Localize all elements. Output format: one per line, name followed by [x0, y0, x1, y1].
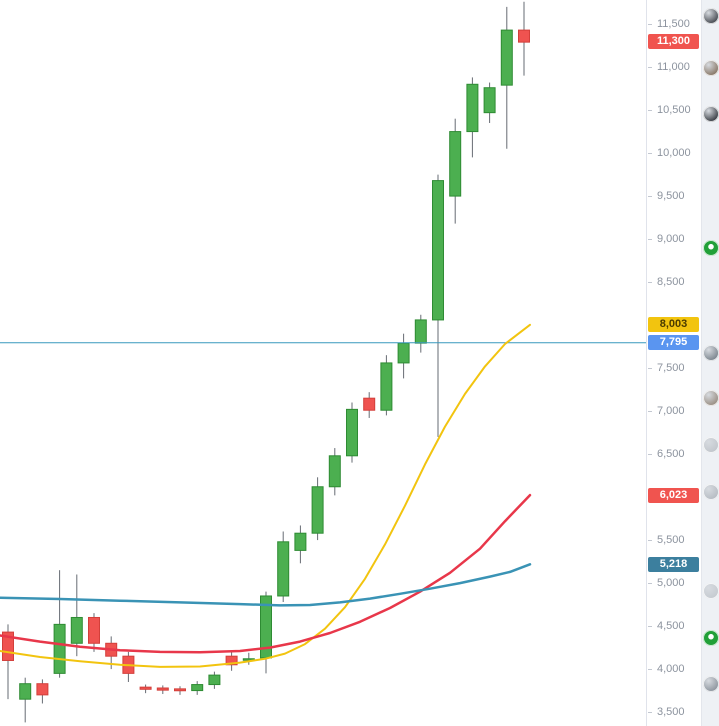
candle-body: [363, 397, 376, 411]
axis-tick-mark: [648, 583, 652, 584]
candle-body: [328, 455, 341, 488]
axis-tick-mark: [648, 368, 652, 369]
axis-tick-mark: [648, 626, 652, 627]
axis-tick-label: 9,000: [657, 233, 685, 245]
candle-body: [174, 688, 186, 692]
axis-tick-label: 10,500: [657, 104, 691, 116]
axis-tick-label: 9,500: [657, 190, 685, 202]
price-axis[interactable]: 11,500 11,000 10,500 10,000 9,500 9,000 8,500 8…: [646, 0, 700, 726]
candle-body: [156, 687, 169, 691]
axis-tick-label: 6,500: [657, 448, 685, 460]
axis-tick-mark: [648, 540, 652, 541]
candle-body: [88, 616, 100, 644]
logo-avatar[interactable]: [703, 630, 719, 646]
user-avatar[interactable]: [703, 676, 719, 692]
axis-tick-label: 4,500: [657, 620, 685, 632]
axis-tick-mark: [648, 712, 652, 713]
user-avatar[interactable]: [703, 437, 719, 453]
ma-slow-line: [0, 563, 532, 607]
axis-tick-mark: [648, 24, 652, 25]
ma-slow-price-label: 5,218: [648, 557, 699, 572]
price-line-label: 7,795: [648, 335, 699, 350]
candle-body: [466, 83, 479, 133]
axis-tick-label: 11,500: [657, 18, 690, 30]
candle-body: [2, 631, 14, 661]
axis-tick-label: 10,000: [657, 147, 691, 159]
ma-mid-line: [0, 493, 532, 654]
candle-body: [225, 655, 238, 666]
candle-body: [36, 683, 49, 696]
candle-body: [311, 486, 324, 534]
user-avatar[interactable]: [703, 484, 719, 500]
candle-body: [139, 686, 152, 690]
axis-tick-mark: [648, 196, 652, 197]
candle-body: [208, 674, 221, 686]
candle-body: [277, 541, 290, 597]
candle-body: [346, 408, 358, 457]
user-avatar[interactable]: [703, 583, 719, 599]
axis-tick-label: 5,500: [657, 534, 685, 546]
user-avatar[interactable]: [703, 106, 719, 122]
ma-fast-price-label: 8,003: [648, 317, 699, 332]
candle-body: [294, 532, 307, 551]
axis-tick-mark: [648, 411, 652, 412]
axis-tick-label: 8,500: [657, 276, 685, 288]
user-avatar[interactable]: [703, 345, 719, 361]
candle-body: [518, 29, 530, 43]
axis-tick-label: 11,000: [657, 61, 690, 73]
candle-body: [449, 131, 462, 197]
user-avatar[interactable]: [703, 390, 719, 406]
axis-tick-label: 5,000: [657, 577, 685, 589]
last-price-label: 11,300: [648, 34, 699, 49]
axis-tick-label: 7,500: [657, 362, 685, 374]
candlestick-chart[interactable]: [0, 0, 646, 726]
axis-tick-label: 7,000: [657, 405, 685, 417]
candle-body: [70, 616, 83, 644]
axis-tick-mark: [648, 67, 652, 68]
social-sidebar: [701, 0, 719, 726]
axis-tick-label: 4,000: [657, 663, 685, 675]
chart-canvas[interactable]: [0, 0, 646, 726]
axis-tick-mark: [648, 282, 652, 283]
candle-body: [397, 342, 410, 364]
axis-tick-mark: [648, 110, 652, 111]
candle-body: [483, 87, 496, 114]
axis-tick-mark: [648, 669, 652, 670]
candle-body: [380, 362, 393, 411]
candle-body: [53, 623, 66, 674]
axis-tick-label: 3,500: [657, 706, 685, 718]
axis-tick-mark: [648, 153, 652, 154]
candle-body: [414, 319, 427, 344]
logo-avatar[interactable]: [703, 240, 719, 256]
candle-body: [432, 180, 444, 321]
axis-tick-mark: [648, 239, 652, 240]
user-avatar[interactable]: [703, 8, 719, 24]
candle-body: [500, 29, 513, 86]
user-avatar[interactable]: [703, 60, 719, 76]
ma-fast-line: [0, 323, 531, 668]
axis-tick-mark: [648, 454, 652, 455]
ma-mid-price-label: 6,023: [648, 488, 699, 503]
candle-body: [19, 683, 32, 700]
candle-body: [191, 684, 204, 692]
